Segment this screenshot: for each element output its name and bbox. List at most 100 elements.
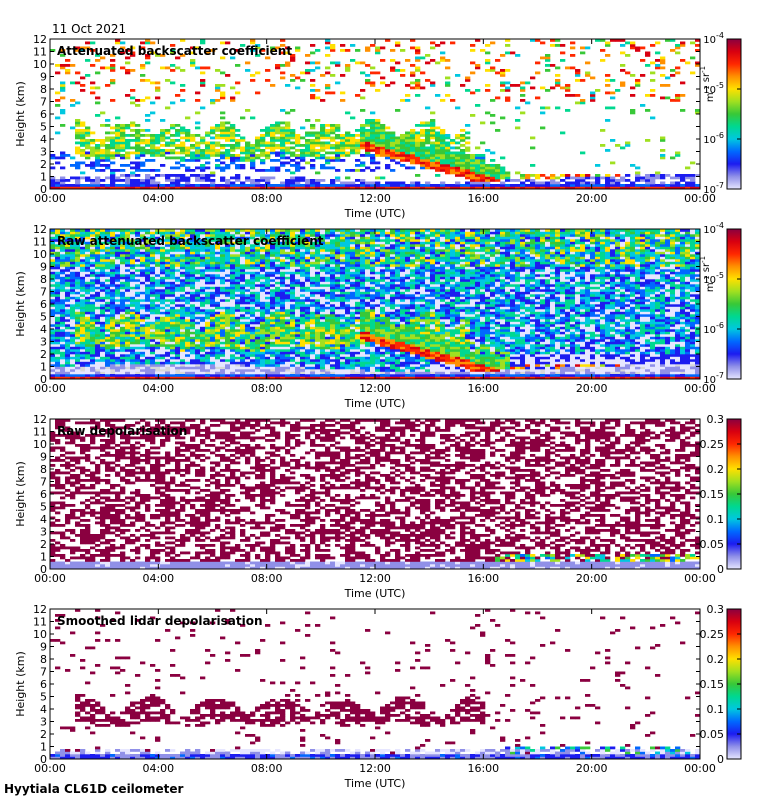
x-axis-label: Time (UTC) bbox=[344, 207, 406, 220]
y-tick-label: 12 bbox=[33, 413, 47, 426]
colorbar-tick-label: 0.05 bbox=[700, 538, 725, 551]
y-tick-label: 5 bbox=[40, 501, 47, 514]
y-tick-label: 8 bbox=[40, 653, 47, 666]
y-tick-label: 3 bbox=[40, 336, 47, 349]
colorbar-tick-label: 0.3 bbox=[707, 413, 725, 426]
y-tick-label: 1 bbox=[40, 741, 47, 754]
y-tick-label: 6 bbox=[40, 678, 47, 691]
y-axis-label: Height (km) bbox=[14, 461, 27, 527]
colorbar-tick-label: 10-6 bbox=[703, 131, 724, 146]
colorbar-tick-label: 0.25 bbox=[700, 438, 725, 451]
panel-title: Raw attenuated backscatter coefficient bbox=[57, 234, 324, 248]
x-tick-label: 04:00 bbox=[142, 762, 174, 775]
y-tick-label: 4 bbox=[40, 703, 47, 716]
y-axis-label: Height (km) bbox=[14, 651, 27, 717]
panel-title: Raw depolarisation bbox=[57, 424, 187, 438]
colorbar-tick-label: 0 bbox=[717, 563, 724, 576]
panel-title: Attenuated backscatter coefficient bbox=[57, 44, 292, 58]
colorbar-tick-label: 0.1 bbox=[707, 703, 725, 716]
colorbar: 0 0.05 0.1 0.15 0.2 0.25 0.3 bbox=[700, 413, 742, 576]
colorbar-tick-label: 10-4 bbox=[703, 221, 724, 236]
y-tick-label: 5 bbox=[40, 311, 47, 324]
x-tick-label: 12:00 bbox=[359, 192, 391, 205]
x-tick-label: 04:00 bbox=[142, 572, 174, 585]
heatmap-field bbox=[50, 229, 701, 380]
x-tick-label: 20:00 bbox=[576, 762, 608, 775]
heatmap-field bbox=[50, 419, 701, 570]
y-tick-label: 10 bbox=[33, 628, 47, 641]
y-tick-label: 2 bbox=[40, 538, 47, 551]
colorbar-tick-label: 10-5 bbox=[703, 81, 724, 96]
x-tick-label: 00:00 bbox=[34, 192, 66, 205]
x-tick-label: 08:00 bbox=[251, 192, 283, 205]
y-tick-label: 9 bbox=[40, 451, 47, 464]
x-tick-label: 20:00 bbox=[576, 572, 608, 585]
y-tick-label: 10 bbox=[33, 248, 47, 261]
x-tick-label: 16:00 bbox=[467, 572, 499, 585]
colorbar: 10-7 10-6 10-5 10-4 m-1 sr-1 bbox=[699, 221, 742, 386]
colorbar: 10-7 10-6 10-5 10-4 m-1 sr-1 bbox=[699, 31, 742, 196]
y-tick-label: 0 bbox=[40, 753, 47, 766]
y-tick-label: 7 bbox=[40, 96, 47, 109]
date-label: 11 Oct 2021 bbox=[52, 22, 127, 36]
x-tick-label: 00:00 bbox=[684, 572, 716, 585]
x-axis-label: Time (UTC) bbox=[344, 777, 406, 790]
y-tick-label: 1 bbox=[40, 171, 47, 184]
panel-title: Smoothed lidar depolarisation bbox=[57, 614, 263, 628]
x-tick-label: 12:00 bbox=[359, 762, 391, 775]
y-tick-label: 7 bbox=[40, 476, 47, 489]
y-tick-label: 1 bbox=[40, 551, 47, 564]
y-tick-label: 7 bbox=[40, 666, 47, 679]
heatmap-field bbox=[50, 609, 701, 760]
y-tick-label: 3 bbox=[40, 526, 47, 539]
y-tick-label: 0 bbox=[40, 373, 47, 386]
x-tick-label: 04:00 bbox=[142, 192, 174, 205]
colorbar-tick-label: 0 bbox=[717, 753, 724, 766]
x-tick-label: 00:00 bbox=[684, 762, 716, 775]
y-axis-label: Height (km) bbox=[14, 271, 27, 337]
colorbar-tick-label: 10-5 bbox=[703, 271, 724, 286]
y-tick-label: 2 bbox=[40, 348, 47, 361]
colorbar-tick-label: 0.05 bbox=[700, 728, 725, 741]
colorbar: 0 0.05 0.1 0.15 0.2 0.25 0.3 bbox=[700, 603, 742, 766]
x-tick-label: 00:00 bbox=[684, 192, 716, 205]
colorbar-tick-label: 10-7 bbox=[703, 371, 724, 386]
y-tick-label: 9 bbox=[40, 641, 47, 654]
y-tick-label: 0 bbox=[40, 183, 47, 196]
colorbar-tick-label: 0.2 bbox=[707, 653, 725, 666]
x-tick-label: 00:00 bbox=[34, 572, 66, 585]
y-tick-label: 11 bbox=[33, 46, 47, 59]
x-tick-label: 12:00 bbox=[359, 382, 391, 395]
x-axis-label: Time (UTC) bbox=[344, 397, 406, 410]
y-tick-label: 4 bbox=[40, 513, 47, 526]
x-tick-label: 20:00 bbox=[576, 192, 608, 205]
y-tick-label: 11 bbox=[33, 236, 47, 249]
y-tick-label: 6 bbox=[40, 488, 47, 501]
x-tick-label: 16:00 bbox=[467, 762, 499, 775]
colorbar-tick-label: 0.2 bbox=[707, 463, 725, 476]
y-tick-label: 5 bbox=[40, 691, 47, 704]
colorbar-tick-label: 10-4 bbox=[703, 31, 724, 46]
y-tick-label: 8 bbox=[40, 463, 47, 476]
y-tick-label: 2 bbox=[40, 728, 47, 741]
y-tick-label: 9 bbox=[40, 71, 47, 84]
y-tick-label: 11 bbox=[33, 426, 47, 439]
x-tick-label: 16:00 bbox=[467, 192, 499, 205]
y-tick-label: 3 bbox=[40, 716, 47, 729]
y-tick-label: 8 bbox=[40, 273, 47, 286]
colorbar-gradient bbox=[726, 38, 742, 190]
y-tick-label: 1 bbox=[40, 361, 47, 374]
y-tick-label: 12 bbox=[33, 603, 47, 616]
colorbar-unit: m-1 sr-1 bbox=[699, 66, 716, 102]
colorbar-unit: m-1 sr-1 bbox=[699, 256, 716, 292]
colorbar-tick-label: 0.25 bbox=[700, 628, 725, 641]
y-tick-label: 0 bbox=[40, 563, 47, 576]
x-tick-label: 08:00 bbox=[251, 572, 283, 585]
colorbar-tick-label: 0.15 bbox=[700, 678, 725, 691]
x-tick-label: 04:00 bbox=[142, 382, 174, 395]
heatmap-field bbox=[50, 39, 701, 190]
